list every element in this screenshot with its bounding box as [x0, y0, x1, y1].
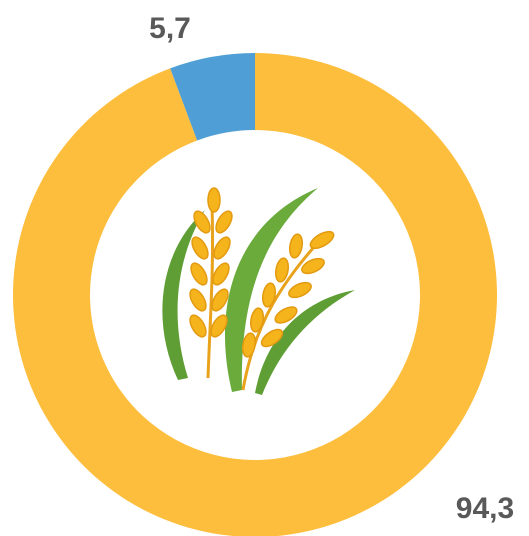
grain — [193, 210, 211, 234]
donut — [13, 53, 497, 536]
grain — [215, 210, 233, 234]
grain — [274, 306, 298, 324]
grain — [309, 230, 335, 250]
grain — [249, 307, 265, 333]
grain — [212, 262, 230, 286]
grain — [190, 262, 208, 286]
grain — [301, 257, 325, 275]
grain — [189, 288, 207, 312]
leaf — [162, 210, 205, 380]
donut-slice — [170, 53, 255, 141]
data-label: 5,7 — [149, 12, 191, 45]
grain — [260, 328, 284, 348]
grain — [207, 187, 221, 213]
wheat-icon — [162, 187, 355, 395]
grain — [191, 236, 209, 260]
grains — [189, 187, 335, 358]
grain — [274, 257, 290, 283]
grain — [213, 236, 231, 260]
grain — [288, 233, 304, 259]
stem — [241, 239, 322, 391]
grain — [211, 288, 229, 312]
data-label: 94,3 — [456, 492, 514, 525]
donut-slice — [13, 53, 497, 536]
leaf — [224, 188, 318, 392]
grain — [288, 281, 312, 299]
grain — [261, 282, 277, 308]
stem — [206, 204, 215, 379]
grain — [210, 314, 228, 338]
grain — [189, 314, 207, 338]
grain — [241, 332, 257, 358]
